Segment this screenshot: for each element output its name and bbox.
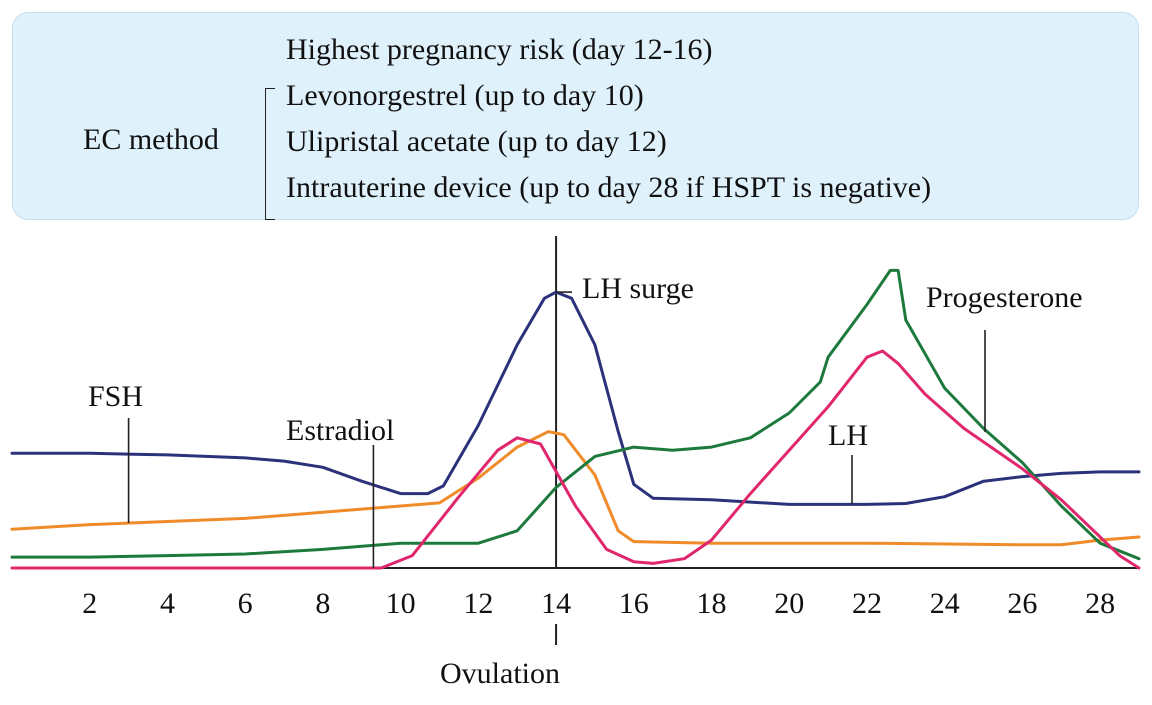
x-tick-label: 22 bbox=[852, 587, 882, 620]
x-tick-label: 10 bbox=[386, 587, 416, 620]
x-tick-label: 26 bbox=[1007, 587, 1037, 620]
x-tick-label: 12 bbox=[463, 587, 493, 620]
series-line-lh bbox=[10, 349, 1141, 570]
x-tick-label: 18 bbox=[697, 587, 727, 620]
series-line-progesterone bbox=[10, 268, 1141, 561]
legend-line-iud: Intrauterine device (up to day 28 if HSP… bbox=[286, 171, 932, 204]
series-label-estradiol: Estradiol bbox=[286, 414, 394, 447]
x-tick-label: 28 bbox=[1085, 587, 1115, 620]
ec-method-legend: EC method Highest pregnancy risk (day 12… bbox=[12, 12, 1139, 220]
x-tick-label: 20 bbox=[774, 587, 804, 620]
legend-line-pregnancy-risk: Highest pregnancy risk (day 12-16) bbox=[286, 33, 713, 66]
legend-line-ulipristal: Ulipristal acetate (up to day 12) bbox=[286, 125, 667, 158]
series-line-fsh bbox=[10, 290, 1141, 506]
x-tick-label: 14 bbox=[541, 587, 571, 620]
x-tick-label: 8 bbox=[315, 587, 330, 620]
ec-method-label: EC method bbox=[83, 123, 219, 156]
lh-surge-label: LH surge bbox=[582, 272, 694, 305]
legend-bracket bbox=[265, 88, 275, 220]
x-tick-label: 16 bbox=[619, 587, 649, 620]
x-tick-label: 4 bbox=[160, 587, 175, 620]
ovulation-label: Ovulation bbox=[440, 657, 560, 690]
x-tick-label: 2 bbox=[82, 587, 97, 620]
x-tick-label: 24 bbox=[930, 587, 960, 620]
legend-line-levonorgestrel: Levonorgestrel (up to day 10) bbox=[286, 79, 644, 112]
series-label-progesterone: Progesterone bbox=[926, 281, 1083, 314]
series-line-estradiol bbox=[10, 430, 1141, 547]
series-label-fsh: FSH bbox=[88, 380, 143, 413]
x-tick-label: 6 bbox=[238, 587, 253, 620]
series-label-lh: LH bbox=[828, 419, 868, 452]
